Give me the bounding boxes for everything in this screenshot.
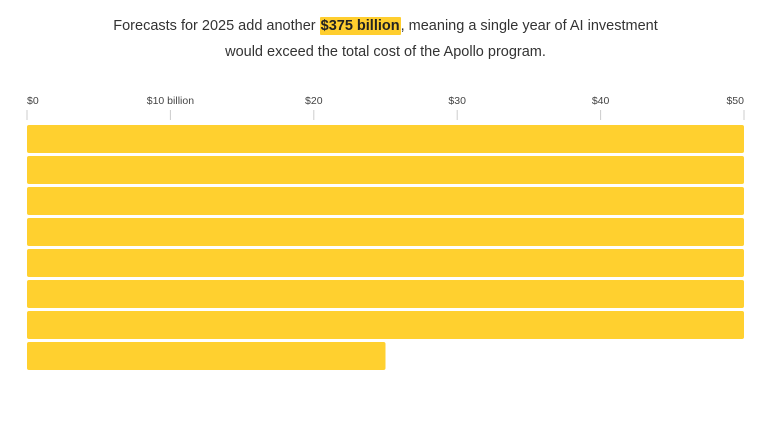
bar	[27, 187, 744, 215]
axis-ticks: $0 $10 billion $20 $30 $40 $50	[26, 95, 745, 120]
bar	[27, 156, 744, 184]
tick-label: $40	[592, 95, 610, 107]
bar	[27, 249, 744, 277]
tick-label: $20	[305, 95, 323, 107]
bar	[27, 280, 744, 308]
headline-text-after: , meaning a single year of AI investment	[400, 18, 658, 34]
tick-label: $50	[726, 95, 744, 107]
bar	[27, 125, 744, 153]
bar	[27, 311, 744, 339]
tick-label: $0	[27, 95, 39, 107]
bar	[27, 342, 386, 370]
headline-highlight: $375 billion	[319, 17, 401, 35]
tick-label: $10 billion	[147, 95, 194, 107]
headline-line-1: Forecasts for 2025 add another $375 bill…	[40, 13, 731, 39]
headline: Forecasts for 2025 add another $375 bill…	[40, 13, 731, 65]
tick-label: $30	[448, 95, 466, 107]
headline-text-before: Forecasts for 2025 add another	[113, 18, 320, 34]
headline-line-2: would exceed the total cost of the Apoll…	[225, 44, 546, 60]
bars	[27, 125, 744, 370]
bar	[27, 218, 744, 246]
